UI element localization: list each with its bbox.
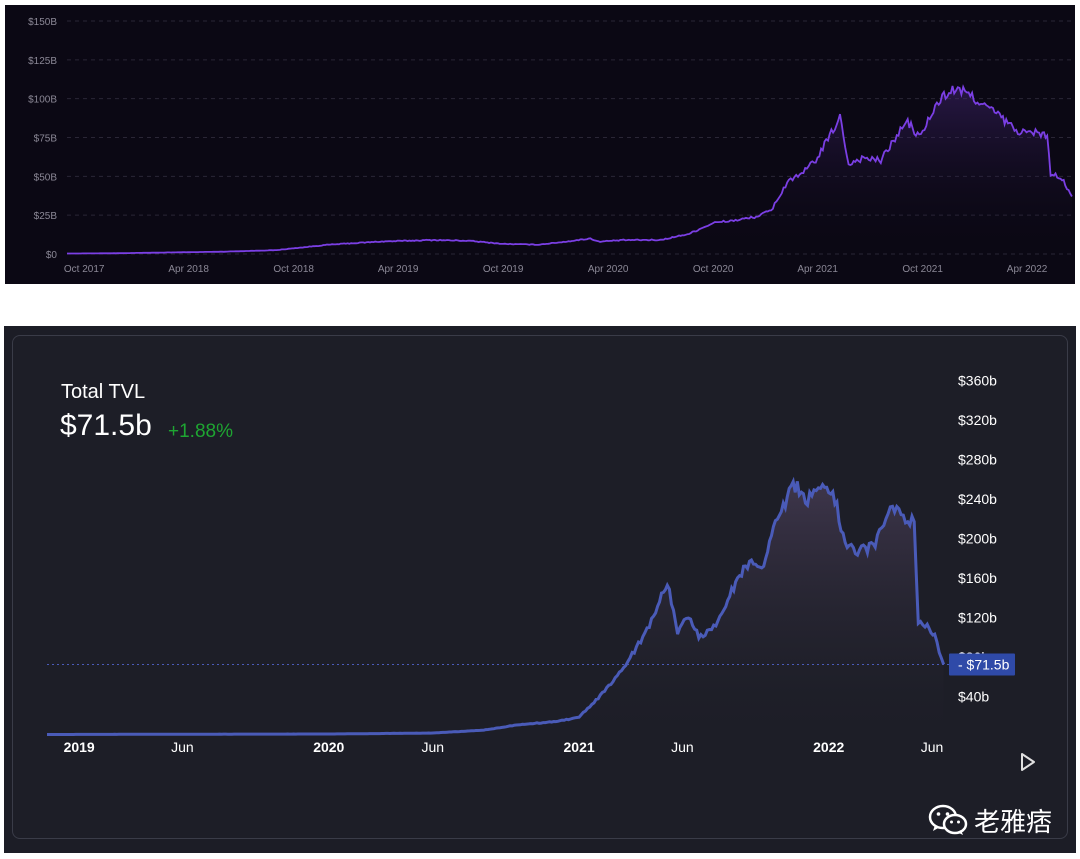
bottom-x-tick-label: Jun bbox=[921, 739, 944, 755]
top-x-tick-label: Oct 2018 bbox=[273, 264, 314, 275]
top-y-tick-label: $100B bbox=[28, 95, 57, 106]
top-y-tick-label: $0 bbox=[46, 250, 58, 261]
bottom-y-tick-label: $280b bbox=[958, 452, 997, 468]
top-x-tick-label: Oct 2020 bbox=[693, 264, 734, 275]
tvl-card: $360b$320b$280b$240b$200b$160b$120b$80b$… bbox=[12, 335, 1068, 839]
top-y-tick-label: $125B bbox=[28, 56, 57, 67]
top-area-fill bbox=[67, 85, 1072, 255]
bottom-x-tick-label: 2020 bbox=[313, 739, 344, 755]
top-y-tick-label: $75B bbox=[34, 134, 58, 145]
bottom-y-tick-label: $240b bbox=[958, 491, 997, 507]
top-tvl-chart: $150B $125B $100B $75B $50B $25B $0 Oct 2017 Ap… bbox=[28, 17, 1073, 275]
bottom-y-tick-label: $40b bbox=[958, 689, 989, 705]
top-x-tick-label: Apr 2020 bbox=[588, 264, 629, 275]
top-chart-panel: $150B $125B $100B $75B $50B $25B $0 Oct 2017 Ap… bbox=[5, 5, 1075, 284]
tvl-title: Total TVL bbox=[61, 381, 146, 403]
bottom-chart-panel: $360b$320b$280b$240b$200b$160b$120b$80b$… bbox=[4, 326, 1076, 853]
bottom-x-tick-label: 2021 bbox=[564, 739, 595, 755]
bottom-y-tick-label: $120b bbox=[958, 610, 997, 626]
watermark-text: 老雅痞 bbox=[974, 807, 1053, 838]
bottom-y-tick-label: $160b bbox=[958, 570, 997, 586]
top-x-tick-label: Apr 2022 bbox=[1007, 264, 1048, 275]
bottom-x-tick-label: Jun bbox=[671, 739, 694, 755]
top-y-tick-label: $50B bbox=[34, 172, 58, 183]
bottom-y-tick-label: $200b bbox=[958, 531, 997, 547]
top-y-tick-label: $25B bbox=[34, 211, 58, 222]
top-x-tick-label: Apr 2021 bbox=[797, 264, 838, 275]
top-x-tick-label: Apr 2018 bbox=[168, 264, 209, 275]
top-x-tick-label: Oct 2021 bbox=[902, 264, 943, 275]
current-value-badge bbox=[949, 653, 1015, 676]
top-x-tick-label: Apr 2019 bbox=[378, 264, 419, 275]
top-y-tick-label: $150B bbox=[28, 17, 57, 28]
bottom-x-tick-label: Jun bbox=[421, 739, 444, 755]
top-x-tick-label: Oct 2017 bbox=[64, 264, 105, 275]
tvl-value: $71.5b bbox=[60, 409, 152, 442]
bottom-tvl-chart: $360b$320b$280b$240b$200b$160b$120b$80b$… bbox=[47, 373, 1015, 755]
bottom-series-line bbox=[47, 476, 946, 736]
top-x-tick-label: Oct 2019 bbox=[483, 264, 524, 275]
bottom-x-tick-label: Jun bbox=[171, 739, 194, 755]
top-series-line bbox=[67, 84, 1073, 255]
bottom-x-tick-label: 2022 bbox=[813, 739, 844, 755]
wechat-icon bbox=[928, 804, 968, 835]
bottom-y-tick-label: $320b bbox=[958, 412, 997, 428]
current-value-label: - $71.5b bbox=[958, 656, 1010, 672]
watermark: 老雅痞 bbox=[928, 800, 1052, 840]
play-icon[interactable] bbox=[1018, 751, 1038, 773]
bottom-y-tick-label: $360b bbox=[958, 373, 997, 389]
tvl-change: +1.88% bbox=[168, 421, 233, 442]
bottom-area-fill bbox=[47, 481, 944, 735]
bottom-x-tick-label: 2019 bbox=[64, 739, 95, 755]
play-button[interactable] bbox=[1018, 751, 1038, 773]
